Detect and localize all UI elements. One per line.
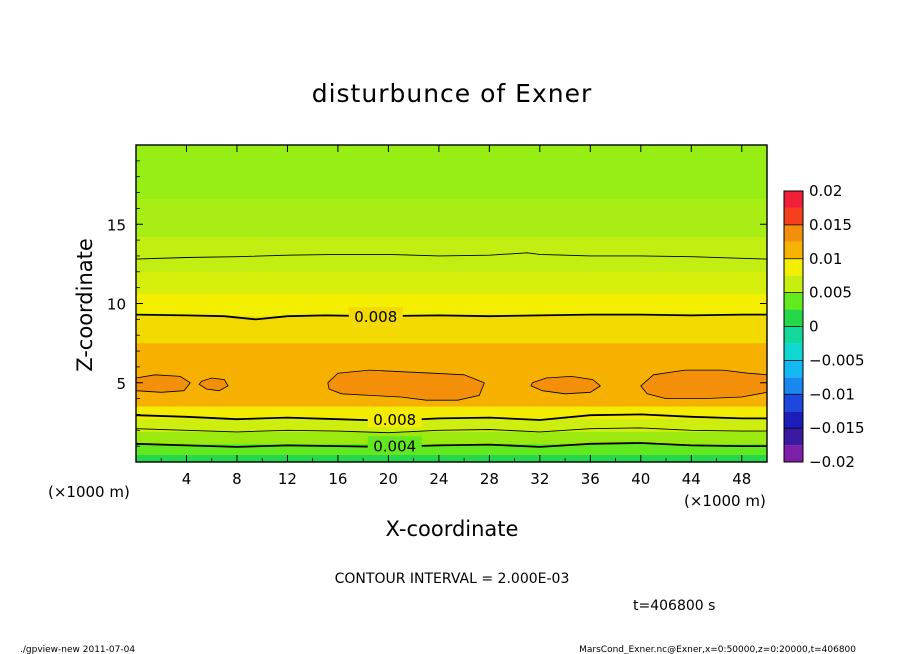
contour-labels: 0.008 0.008 0.004 [348, 307, 422, 455]
closed-contour-0 [135, 374, 191, 393]
field-band-6 [136, 316, 767, 344]
colorbar-band-7 [784, 326, 803, 344]
colorbar-band-12 [784, 241, 803, 259]
closed-contour-3 [530, 375, 602, 395]
colorbar-label-8: −0.02 [809, 453, 855, 471]
field-band-0 [136, 454, 767, 462]
colorbar-band-2 [784, 411, 803, 429]
heatmap-field [136, 145, 767, 462]
colorbar-band-15 [784, 191, 803, 208]
field-band-7 [136, 293, 767, 317]
x-tick-label-6: 28 [480, 470, 499, 488]
colorbar-label-2: 0.01 [809, 250, 842, 268]
contour-line-2 [135, 413, 767, 422]
time-label: t=406800 s [633, 598, 715, 614]
closed-contour-1 [198, 377, 229, 392]
contour-line-4 [135, 442, 767, 448]
y-tick-label-0: 5 [116, 375, 126, 393]
colorbar-label-0: 0.02 [809, 182, 842, 200]
footer-left: ./gpview-new 2011-07-04 [20, 645, 135, 654]
colorbar-label-1: 0.015 [809, 216, 852, 234]
x-tick-label-8: 36 [581, 470, 600, 488]
colorbar-label-6: −0.01 [809, 385, 855, 403]
x-tick-label-9: 40 [631, 470, 650, 488]
y-axis-ticks: 5 10 15 [107, 160, 767, 447]
x-tick-label-2: 12 [278, 470, 297, 488]
colorbar-band-14 [784, 207, 803, 225]
x-unit-left: (×1000 m) [48, 483, 130, 501]
colorbar-band-3 [784, 394, 803, 412]
field-band-10 [136, 198, 767, 237]
colorbar-label-4: 0 [809, 318, 819, 336]
contour-line-0 [135, 252, 768, 260]
contour-lines [135, 252, 768, 448]
y-tick-label-2: 15 [107, 216, 126, 234]
contour-label-bg-1 [348, 307, 403, 325]
field-band-2 [136, 431, 767, 444]
colorbar-band-10 [784, 275, 803, 293]
x-tick-label-4: 20 [379, 470, 398, 488]
colorbar-band-9 [784, 292, 803, 310]
colorbar-band-4 [784, 377, 803, 395]
field-band-4 [136, 406, 767, 420]
contour-line-3 [135, 427, 767, 434]
colorbar-band-11 [784, 258, 803, 276]
x-tick-label-11: 48 [732, 470, 751, 488]
contour-interval-label: CONTOUR INTERVAL = 2.000E-03 [335, 571, 570, 587]
contour-label-bg-4 [367, 436, 422, 454]
colorbar-label-3: 0.005 [809, 284, 852, 302]
closed-contour-2 [327, 369, 485, 401]
x-tick-label-1: 8 [232, 470, 242, 488]
colorbar-band-8 [784, 309, 803, 327]
contour-label-bg-2 [367, 410, 422, 428]
x-tick-label-5: 24 [429, 470, 448, 488]
colorbar-band-5 [784, 360, 803, 378]
x-tick-label-3: 16 [328, 470, 347, 488]
colorbar-band-6 [784, 343, 803, 361]
x-tick-label-0: 4 [182, 470, 192, 488]
y-axis-title: Z-coordinate [73, 238, 97, 372]
field-band-1 [136, 443, 767, 455]
colorbar-label-5: −0.005 [809, 351, 865, 369]
y-tick-label-1: 10 [107, 296, 126, 314]
x-axis-title: X-coordinate [386, 517, 519, 541]
field-band-11 [136, 145, 767, 199]
colorbar-band-1 [784, 428, 803, 446]
x-tick-label-10: 44 [682, 470, 701, 488]
field-band-8 [136, 271, 767, 294]
closed-contour-4 [640, 369, 768, 399]
field-band-9 [136, 236, 767, 272]
colorbar-band-13 [784, 224, 803, 242]
chart-title: disturbunce of Exner [312, 79, 593, 108]
x-axis-ticks: 4 8 12 16 20 24 28 32 36 40 44 48 [160, 145, 751, 488]
colorbar-band-0 [784, 445, 803, 462]
x-unit-right: (×1000 m) [684, 492, 766, 510]
colorbar: 0.02 0.015 0.01 0.005 0 −0.005 −0.01 −0.015 −0.0… [783, 182, 865, 471]
contour-label-2: 0.008 [373, 411, 416, 429]
footer-right: MarsCond_Exner.nc@Exner,x=0:50000,z=0:20… [579, 645, 856, 654]
colorbar-label-7: −0.015 [809, 419, 865, 437]
contour-label-4: 0.004 [373, 437, 416, 455]
contour-label-1: 0.008 [354, 308, 397, 326]
x-tick-label-7: 32 [530, 470, 549, 488]
contour-line-1 [135, 313, 767, 321]
